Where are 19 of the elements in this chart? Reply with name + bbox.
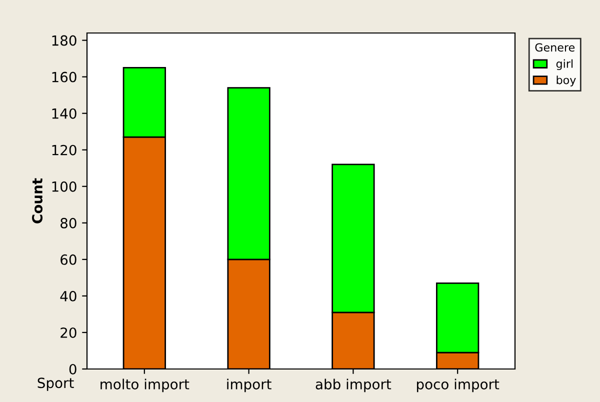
x-tick-label: import (227, 378, 272, 392)
legend-label: boy (556, 76, 576, 86)
y-tick-label: 100 (52, 181, 76, 192)
legend-title: Genere (535, 43, 575, 52)
x-tick-label: poco import (416, 378, 500, 392)
y-axis-title: Count (32, 178, 43, 224)
x-tick-label: abb import (316, 378, 392, 392)
y-tick-label: 140 (52, 108, 76, 119)
x-axis-title: Sport (38, 378, 74, 391)
y-tick-label: 160 (52, 72, 76, 82)
y-tick-label: 20 (60, 327, 76, 338)
x-tick-label: molto import (100, 378, 190, 392)
y-tick-label: 0 (69, 364, 76, 374)
y-tick-label: 120 (52, 144, 76, 156)
y-tick-label: 60 (60, 254, 76, 265)
y-tick-label: 180 (52, 35, 76, 46)
y-tick-label: 40 (60, 290, 76, 302)
y-tick-label: 80 (60, 218, 76, 228)
legend-label: girl (556, 59, 573, 70)
